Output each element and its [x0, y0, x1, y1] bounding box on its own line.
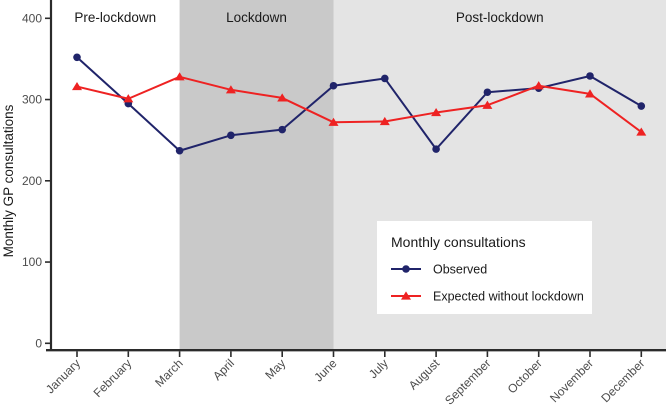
- data-point-observed: [73, 53, 81, 62]
- data-point-observed: [175, 146, 184, 155]
- legend-title: Monthly consultations: [391, 234, 526, 250]
- x-tick-label: September: [442, 356, 493, 407]
- data-point-observed: [278, 125, 287, 134]
- data-point-observed: [432, 145, 440, 153]
- x-tick-label: October: [505, 356, 545, 396]
- data-point-observed: [381, 74, 389, 83]
- data-point-observed: [483, 88, 492, 97]
- y-tick-label: 100: [22, 255, 42, 269]
- data-point-expected: [72, 81, 82, 91]
- period-band-label: Pre-lockdown: [74, 10, 156, 25]
- x-tick-label: April: [210, 356, 237, 383]
- x-tick-label: November: [547, 356, 596, 405]
- x-tick-label: June: [311, 356, 340, 385]
- data-point-expected: [174, 72, 185, 81]
- legend-entry-label: Observed: [433, 263, 487, 277]
- legend-key-marker-expected: [401, 291, 411, 300]
- x-tick-label: January: [43, 356, 83, 396]
- data-point-expected: [533, 81, 544, 90]
- x-tick-label: March: [152, 356, 185, 389]
- data-point-expected: [379, 116, 390, 126]
- period-band-label: Lockdown: [226, 10, 287, 25]
- data-point-expected: [431, 107, 442, 117]
- legend-box: [377, 221, 592, 314]
- data-point-expected: [123, 94, 134, 103]
- data-point-expected: [225, 85, 236, 94]
- x-tick-label: July: [366, 356, 391, 381]
- series-line-expected: [76, 75, 643, 134]
- x-tick-label: August: [406, 356, 443, 393]
- data-point-observed: [637, 102, 646, 110]
- y-tick-label: 400: [22, 11, 42, 25]
- data-point-expected: [585, 89, 595, 98]
- legend-entry-label: Expected without lockdown: [433, 290, 584, 304]
- y-axis-title: Monthly GP consultations: [1, 104, 16, 257]
- period-band-label: Post-lockdown: [456, 10, 544, 25]
- y-tick-label: 300: [22, 93, 42, 107]
- data-point-observed: [586, 72, 594, 80]
- data-point-expected: [482, 100, 493, 109]
- data-point-observed: [227, 131, 235, 140]
- y-tick-label: 200: [22, 174, 42, 188]
- y-tick-label: 0: [35, 336, 42, 350]
- x-tick-label: May: [262, 356, 288, 382]
- data-point-expected: [328, 117, 339, 126]
- x-tick-label: December: [598, 356, 647, 405]
- period-band-pre-lockdown: [51, 0, 180, 349]
- x-tick-label: February: [91, 356, 135, 400]
- period-band-lockdown: [179, 0, 334, 349]
- data-point-expected: [636, 127, 647, 136]
- data-point-observed: [329, 81, 338, 90]
- data-point-expected: [277, 93, 288, 102]
- legend-key-marker-observed: [402, 265, 410, 273]
